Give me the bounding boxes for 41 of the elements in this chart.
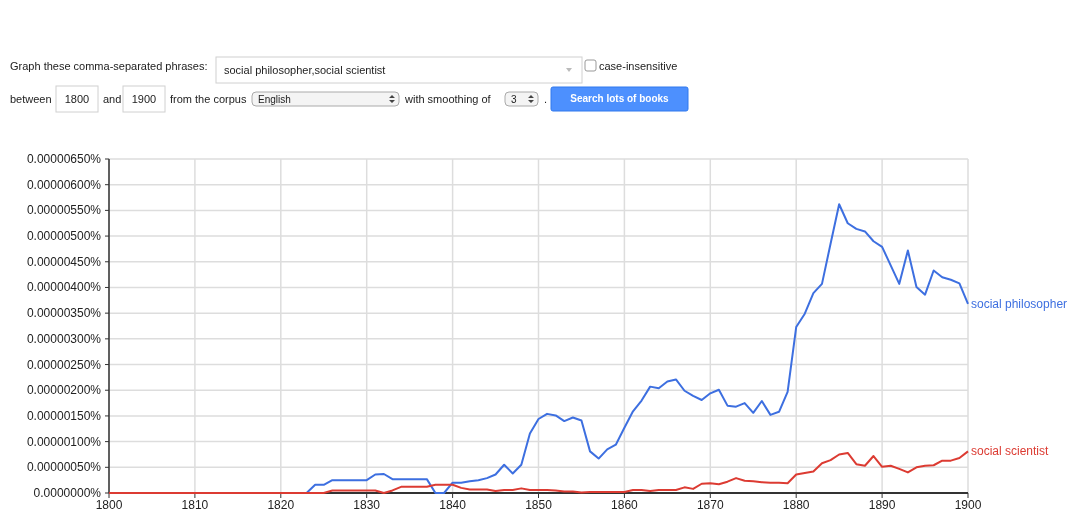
text: with smoothing of xyxy=(404,93,492,105)
y-tick-label: 0.00000150% xyxy=(26,408,102,423)
y-tick-label: 0.00000350% xyxy=(26,306,102,321)
y-tick-label: 0.00000300% xyxy=(26,331,102,346)
y-tick-label: 0.00000500% xyxy=(26,229,102,244)
y-tick-label: 0.00000450% xyxy=(26,254,102,269)
x-tick-label: 1880 xyxy=(782,498,810,512)
text: between xyxy=(10,93,52,105)
x-tick-label: 1900 xyxy=(954,498,982,512)
y-tick-label: 0.00000650% xyxy=(26,152,102,166)
text: social philosopher,social scientist xyxy=(224,64,386,76)
text: case-insensitive xyxy=(599,60,678,72)
series-label: social scientist xyxy=(971,444,1050,459)
y-tick-label: 0.00000050% xyxy=(26,460,102,475)
text: . xyxy=(544,93,548,105)
x-tick-label: 1890 xyxy=(868,498,896,512)
y-tick-label: 0.0000000% xyxy=(33,486,102,500)
text: and xyxy=(103,93,122,105)
line-series xyxy=(305,203,969,494)
y-tick-label: 0.00000400% xyxy=(26,280,102,295)
x-tick-label: 1830 xyxy=(353,498,381,512)
series-label: social philosopher xyxy=(971,296,1068,311)
x-tick-label: 1850 xyxy=(525,498,553,512)
text: Search lots of books xyxy=(570,93,670,104)
y-tick-label: 0.00000550% xyxy=(26,203,102,218)
y-tick-label: 0.00000200% xyxy=(26,383,102,398)
text: from the corpus xyxy=(170,93,247,105)
y-tick-label: 0.00000600% xyxy=(26,177,102,192)
text: 3 xyxy=(511,94,517,105)
x-tick-label: 1870 xyxy=(696,498,724,512)
y-tick-label: 0.00000250% xyxy=(26,357,102,372)
x-tick-label: 1810 xyxy=(181,498,209,512)
text: English xyxy=(258,94,291,105)
x-tick-label: 1820 xyxy=(267,498,295,512)
x-tick-label: 1840 xyxy=(439,498,467,512)
text: 1900 xyxy=(131,93,157,105)
x-tick-label: 1800 xyxy=(95,498,123,512)
x-tick-label: 1860 xyxy=(611,498,639,512)
text: Graph these comma-separated phrases: xyxy=(10,60,208,72)
text: 1800 xyxy=(64,93,90,105)
y-tick-label: 0.00000100% xyxy=(26,434,102,449)
